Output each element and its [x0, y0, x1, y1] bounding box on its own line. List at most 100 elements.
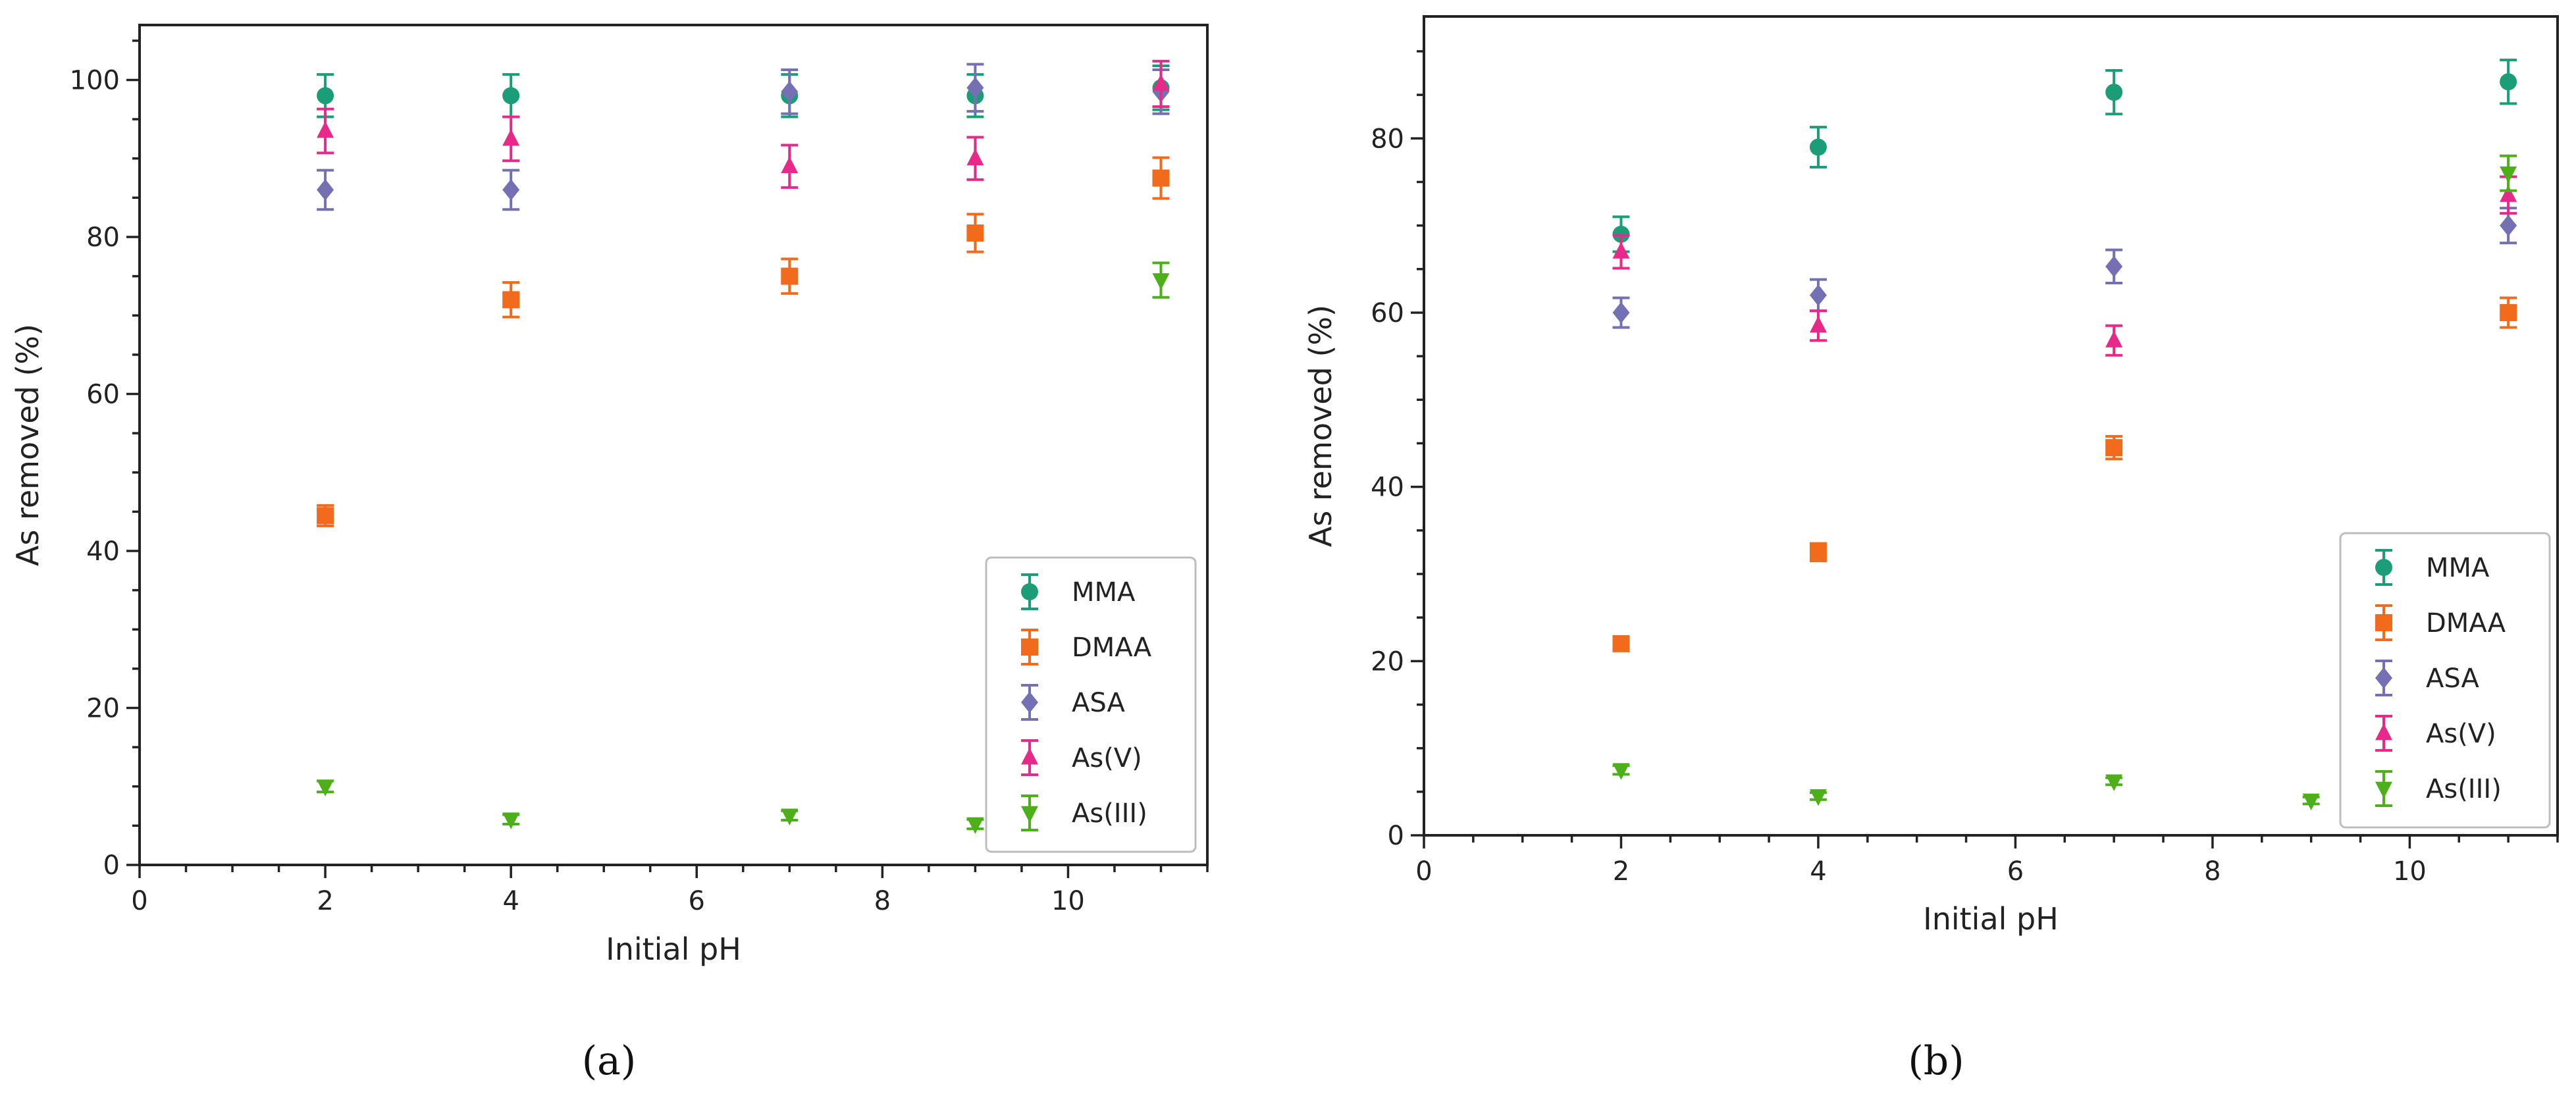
- series-asv: [317, 59, 1170, 189]
- legend-a: MMA DMAA ASA As(V) As(III): [985, 556, 1197, 853]
- legend-marker: [1021, 806, 1038, 823]
- data-point: [966, 224, 984, 242]
- legend-b: MMA DMAA ASA As(V) As(III): [2339, 532, 2551, 829]
- data-point: [1612, 301, 1630, 324]
- data-point: [1612, 635, 1630, 652]
- y-tick-label: 0: [103, 850, 120, 881]
- data-point: [1809, 284, 1827, 306]
- legend-item: ASA: [2375, 660, 2479, 696]
- x-tick-label: 6: [2007, 856, 2024, 887]
- data-point: [966, 77, 984, 99]
- data-point: [2500, 303, 2517, 321]
- legend-marker: [1021, 583, 1038, 600]
- data-point: [317, 121, 334, 138]
- y-tick-label: 80: [1371, 124, 1404, 154]
- legend-marker: [2375, 614, 2392, 631]
- legend-label: DMAA: [2426, 608, 2506, 638]
- data-point: [502, 87, 520, 105]
- data-point: [781, 81, 799, 103]
- data-point: [2105, 330, 2123, 348]
- x-axis-title-a: Initial pH: [606, 931, 741, 967]
- data-point: [781, 808, 799, 825]
- legend-label: ASA: [2426, 664, 2479, 694]
- data-point: [1612, 242, 1630, 259]
- data-point: [317, 507, 334, 525]
- y-tick-label: 20: [86, 693, 120, 723]
- x-tick-label: 0: [1415, 856, 1432, 887]
- data-marks-a: [317, 59, 1170, 834]
- data-point: [502, 812, 520, 829]
- x-tick-label: 8: [2204, 856, 2221, 887]
- data-point: [2500, 185, 2517, 202]
- x-tick-label: 10: [2393, 856, 2427, 887]
- y-tick-label: 60: [86, 379, 120, 409]
- legend-frame: [2339, 532, 2551, 829]
- data-point: [1809, 789, 1827, 806]
- data-point: [1612, 763, 1630, 780]
- legend-item: As(III): [1021, 794, 1147, 831]
- legend-label: As(V): [1072, 743, 1142, 773]
- x-tick-label: 0: [131, 886, 147, 916]
- y-tick-label: 0: [1388, 821, 1404, 851]
- data-point: [2105, 84, 2123, 101]
- y-ticks-a: 0 20 40 60 80 100: [70, 39, 140, 881]
- data-point: [502, 128, 520, 146]
- y-ticks-b: 0 20 40 60 80: [1371, 50, 1424, 851]
- data-point: [317, 179, 334, 201]
- data-point: [2105, 774, 2123, 791]
- legend-label: DMAA: [1072, 633, 1152, 663]
- plot-frame-b: [1423, 15, 2559, 837]
- series-asa: [1612, 207, 2517, 329]
- legend-marker: [1021, 748, 1038, 765]
- x-tick-label: 2: [1613, 856, 1629, 887]
- series-asiii: [1612, 154, 2517, 811]
- data-point: [1809, 138, 1827, 156]
- legend-item: DMAA: [2375, 604, 2506, 641]
- legend-label: MMA: [2426, 553, 2490, 583]
- data-point: [2500, 215, 2517, 236]
- x-ticks-b: 0 2 4 6 8 10: [1415, 835, 2559, 887]
- legend-marker: [2375, 781, 2392, 798]
- legend-marker: [2375, 559, 2392, 576]
- data-marks-b: [1612, 59, 2517, 811]
- legend-item: MMA: [1021, 573, 1136, 610]
- data-point: [317, 779, 334, 796]
- legend-item: As(V): [2375, 715, 2496, 752]
- legend-label: As(III): [2426, 774, 2502, 804]
- legend-item: MMA: [2375, 549, 2490, 586]
- panel-label-a: (a): [582, 1038, 637, 1084]
- data-point: [1152, 273, 1170, 290]
- chart-panel-b: 0 2 4 6 8 10 0 20 40 60 80 Initial pH As removed …: [1303, 15, 2559, 1084]
- legend-label: As(V): [2426, 719, 2496, 749]
- data-point: [1152, 74, 1170, 91]
- plot-frame-a: [138, 24, 1209, 866]
- series-mma: [1612, 59, 2517, 253]
- data-point: [2500, 166, 2517, 184]
- x-tick-label: 4: [502, 886, 519, 916]
- legend-item: As(III): [2375, 770, 2502, 807]
- data-point: [966, 817, 984, 834]
- legend-item: ASA: [1021, 684, 1125, 721]
- legend-marker: [2375, 723, 2392, 741]
- legend-marker: [1021, 638, 1038, 656]
- series-asiii: [317, 261, 1170, 834]
- legend-marker: [2375, 667, 2392, 689]
- series-asv: [1612, 175, 2517, 357]
- chart-panel-a: 0 2 4 6 8 10 0 20 40 60 80 100 Initial pH As remov…: [10, 24, 1209, 1084]
- x-tick-label: 4: [1810, 856, 1826, 887]
- y-tick-label: 40: [1371, 473, 1404, 503]
- y-tick-label: 40: [86, 536, 120, 567]
- series-asa: [317, 63, 1170, 211]
- data-point: [1809, 543, 1827, 561]
- data-point: [966, 148, 984, 166]
- data-point: [502, 179, 520, 201]
- legend-label: ASA: [1072, 688, 1125, 718]
- legend-marker: [1021, 691, 1038, 714]
- data-point: [781, 156, 799, 174]
- y-tick-label: 80: [86, 222, 120, 253]
- legend-label: As(III): [1072, 798, 1147, 829]
- x-tick-label: 10: [1051, 886, 1085, 916]
- x-tick-label: 6: [689, 886, 705, 916]
- data-point: [502, 291, 520, 309]
